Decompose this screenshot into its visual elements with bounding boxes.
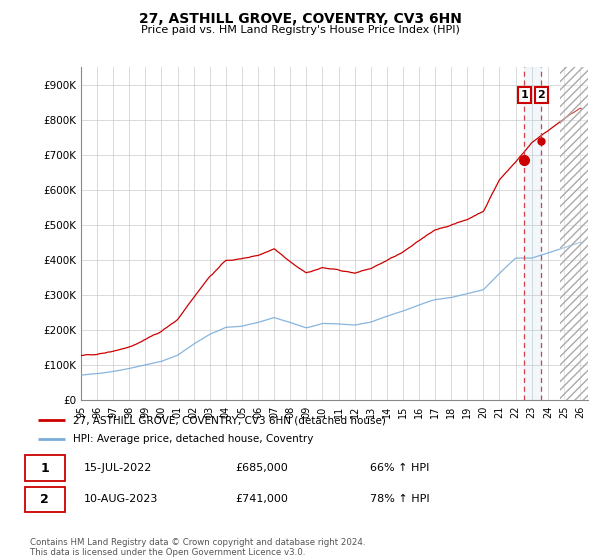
- Text: 2: 2: [538, 90, 545, 100]
- Bar: [560, 67, 588, 400]
- FancyBboxPatch shape: [25, 455, 65, 481]
- Text: 78% ↑ HPI: 78% ↑ HPI: [370, 494, 430, 505]
- Text: 1: 1: [520, 90, 528, 100]
- Text: 66% ↑ HPI: 66% ↑ HPI: [370, 463, 430, 473]
- Text: 10-AUG-2023: 10-AUG-2023: [84, 494, 158, 505]
- Bar: [524, 67, 541, 400]
- Text: £685,000: £685,000: [235, 463, 288, 473]
- Text: HPI: Average price, detached house, Coventry: HPI: Average price, detached house, Cove…: [73, 435, 314, 445]
- FancyBboxPatch shape: [25, 487, 65, 512]
- Text: 27, ASTHILL GROVE, COVENTRY, CV3 6HN (detached house): 27, ASTHILL GROVE, COVENTRY, CV3 6HN (de…: [73, 415, 386, 425]
- Text: £741,000: £741,000: [235, 494, 288, 505]
- Text: Contains HM Land Registry data © Crown copyright and database right 2024.
This d: Contains HM Land Registry data © Crown c…: [30, 538, 365, 557]
- Text: Price paid vs. HM Land Registry's House Price Index (HPI): Price paid vs. HM Land Registry's House …: [140, 25, 460, 35]
- Text: 15-JUL-2022: 15-JUL-2022: [84, 463, 152, 473]
- Text: 2: 2: [40, 493, 49, 506]
- Bar: [560, 67, 588, 400]
- Text: 1: 1: [40, 462, 49, 475]
- Text: 27, ASTHILL GROVE, COVENTRY, CV3 6HN: 27, ASTHILL GROVE, COVENTRY, CV3 6HN: [139, 12, 461, 26]
- Bar: [560, 67, 588, 400]
